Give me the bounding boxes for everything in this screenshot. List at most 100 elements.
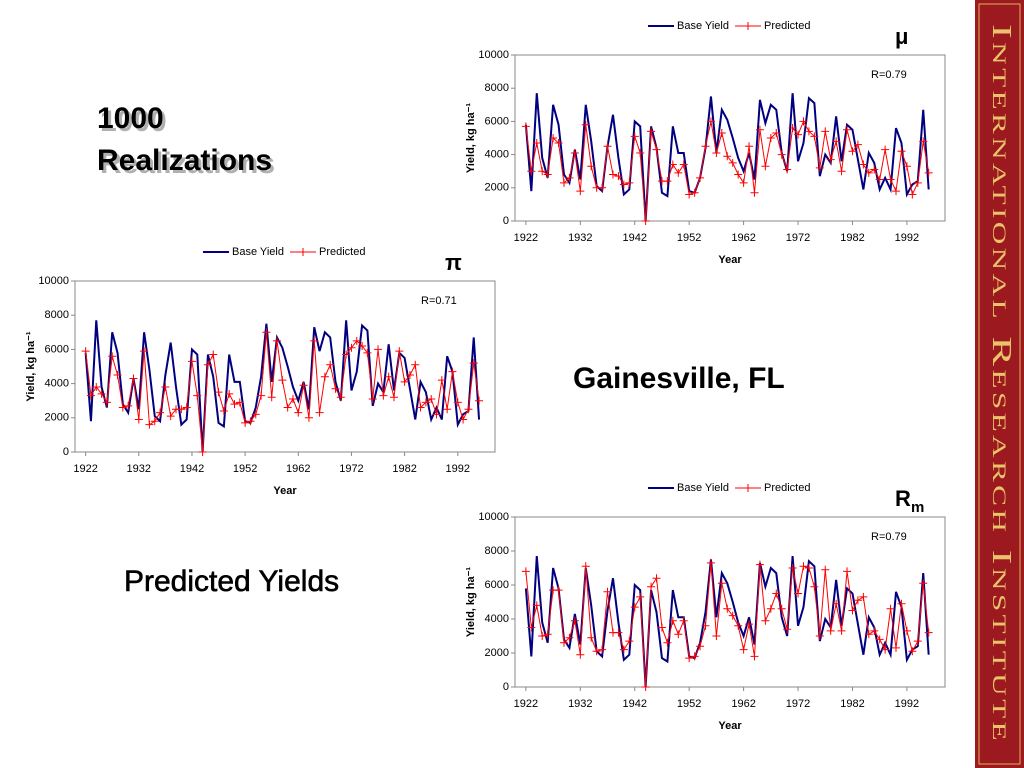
symbol: π [445,250,462,275]
point-marker [761,162,770,171]
point-marker [198,448,207,456]
point-marker [384,372,393,381]
x-tick-label: 1972 [786,232,810,244]
point-marker [304,413,313,422]
point-marker [549,134,558,142]
point-marker [701,621,710,630]
point-marker [416,403,425,412]
point-marker [712,148,721,157]
point-marker [521,567,530,576]
point-marker [843,125,852,134]
point-marker [608,170,617,179]
point-marker [777,604,786,613]
point-marker [368,394,377,403]
point-marker [788,124,797,133]
point-marker [214,388,223,397]
point-marker [897,147,906,156]
series-line [524,556,930,688]
point-marker [283,403,292,412]
y-tick-label: 4000 [485,613,509,625]
point-marker [587,633,596,642]
point-marker [86,391,95,400]
point-marker [832,137,841,146]
point-marker [619,180,628,189]
y-axis-label: Yield, kg ha⁻¹ [465,567,477,638]
point-marker [685,190,694,199]
point-marker [853,140,862,149]
point-marker [875,635,884,644]
x-tick-label: 1982 [392,463,416,475]
y-tick-label: 10000 [478,49,509,61]
point-marker [772,129,781,138]
symbol: R [895,486,911,511]
x-tick-label: 1952 [677,698,701,710]
point-marker [448,367,457,376]
point-marker [118,403,127,412]
point-marker [837,626,846,635]
y-tick-label: 8000 [45,309,69,321]
x-tick-label: 1932 [127,463,151,475]
point-marker [641,217,650,225]
point-marker [783,165,792,174]
point-marker [821,565,830,574]
point-marker [278,376,287,385]
point-marker [187,357,196,366]
point-marker [405,371,414,380]
point-marker [745,620,754,629]
x-tick-label: 1982 [840,698,864,710]
x-tick-label: 1922 [73,463,97,475]
point-marker [527,623,536,632]
plot-area [514,54,946,222]
symbol-subscript: m [911,499,924,516]
point-marker [150,417,159,426]
legend-marker [744,484,752,492]
legend-label: Base Yield [232,246,284,258]
point-marker [363,348,372,357]
x-tick-label: 1992 [895,698,919,710]
point-marker [320,372,329,381]
point-marker [696,173,705,182]
point-marker [443,405,452,414]
point-marker [848,147,857,156]
y-tick-label: 6000 [485,115,509,127]
sidebar-band [975,0,1024,768]
point-marker [521,122,530,131]
x-tick-label: 1952 [677,232,701,244]
point-marker [892,187,901,196]
point-marker [475,396,484,405]
point-marker [432,410,441,419]
annotation: R=0.71 [421,295,457,307]
point-marker [696,642,705,651]
point-marker [203,360,212,369]
point-marker [294,408,303,417]
point-marker [310,336,319,345]
point-marker [262,328,271,337]
point-marker [690,652,699,661]
point-marker [734,621,743,630]
point-marker [97,389,106,398]
legend-marker [744,22,752,30]
x-tick-label: 1942 [623,232,647,244]
point-marker [124,401,133,410]
heading: 1000 Realizations [97,102,273,177]
point-marker [647,127,656,136]
point-marker [587,162,596,171]
x-tick-label: 1922 [514,232,538,244]
point-marker [668,616,677,625]
point-marker [161,383,170,392]
point-marker [225,389,234,398]
y-tick-label: 6000 [45,343,69,355]
point-marker [755,560,764,569]
point-marker [603,587,612,596]
point-marker [576,650,585,659]
point-marker [140,347,149,356]
point-marker [235,398,244,407]
point-marker [859,160,868,169]
point-marker [919,579,928,588]
point-marker [892,643,901,652]
point-marker [772,589,781,598]
point-marker [739,178,748,187]
point-marker [299,381,308,390]
y-tick-label: 4000 [485,149,509,161]
y-tick-label: 2000 [485,182,509,194]
